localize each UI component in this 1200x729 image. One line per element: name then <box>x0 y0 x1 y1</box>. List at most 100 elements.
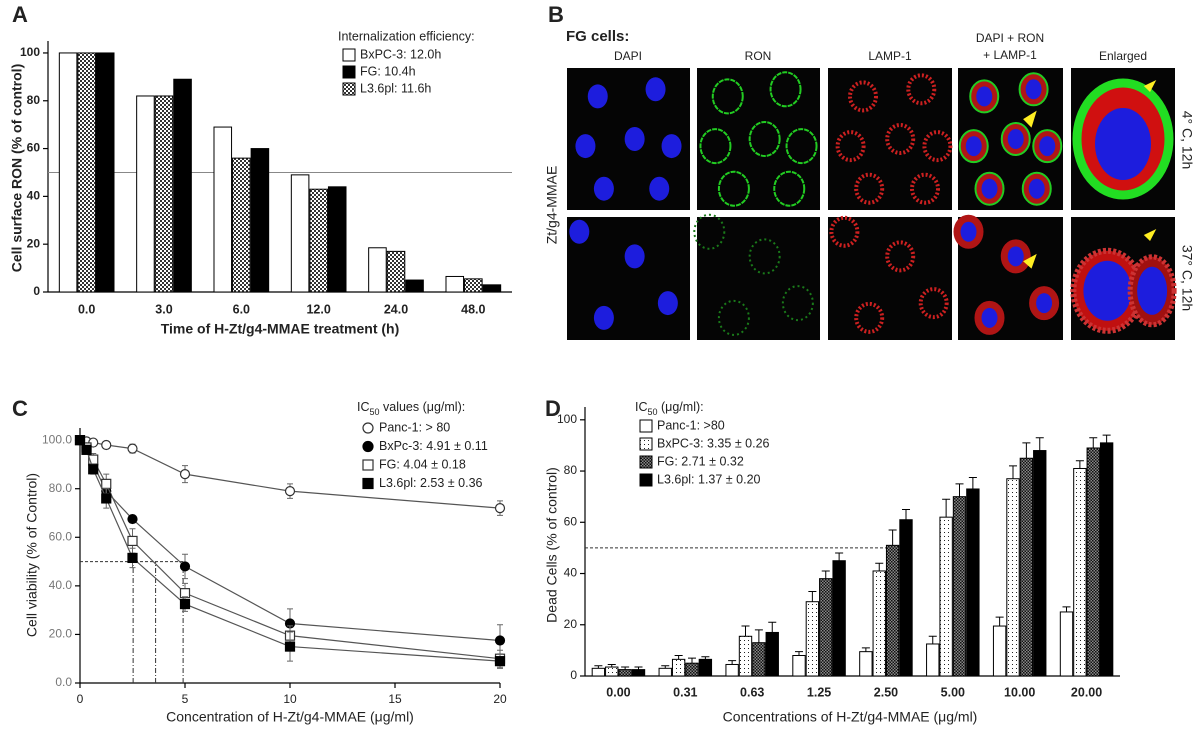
legend-marker <box>362 422 374 434</box>
legend-swatch <box>639 455 653 469</box>
marker <box>127 513 138 525</box>
y-tick-label: 80 <box>564 463 578 477</box>
ron-stain <box>717 299 750 336</box>
nucleus <box>1025 79 1042 100</box>
error-bar <box>741 625 750 637</box>
error-bar <box>1022 442 1031 459</box>
error-bar <box>955 483 964 497</box>
bar <box>939 516 953 677</box>
bar <box>685 662 699 677</box>
x-tick-label: 10 <box>283 692 297 706</box>
legend-label: BxPC-3: 3.35 ± 0.26 <box>657 436 770 450</box>
lamp-stain <box>885 240 916 273</box>
arrow <box>1143 80 1157 92</box>
x-tick-label: 0 <box>77 692 84 706</box>
legend-marker <box>362 440 374 453</box>
lamp-stain <box>829 215 860 248</box>
bar <box>859 651 873 677</box>
marker <box>127 535 138 547</box>
legend-label: BxPc-3: 4.91 ± 0.11 <box>379 439 488 453</box>
nucleus <box>1007 246 1024 267</box>
legend-swatch <box>639 473 653 487</box>
nucleus <box>981 178 998 199</box>
nucleus <box>657 291 678 316</box>
y-tick-label: 40 <box>564 566 578 580</box>
arrow <box>1023 253 1037 269</box>
error-bar <box>674 655 683 660</box>
nucleus <box>965 136 982 157</box>
legend-label: L3.6pl: 11.6h <box>360 81 431 95</box>
bar <box>77 52 96 293</box>
panel-letter: D <box>545 396 561 421</box>
y-tick-label: 60.0 <box>49 529 73 543</box>
marker <box>284 486 296 497</box>
nucleus <box>593 305 614 330</box>
panel-letter: A <box>12 2 28 27</box>
lamp-stain <box>854 172 885 205</box>
x-tick-label: 20 <box>493 692 507 706</box>
x-tick-label: 24.0 <box>384 302 408 316</box>
nucleus <box>1028 178 1045 199</box>
bar <box>832 560 846 677</box>
nucleus <box>624 244 645 269</box>
error-bar <box>861 647 870 652</box>
y-tick-label: 60 <box>27 141 41 155</box>
bar <box>671 658 686 677</box>
marker <box>494 635 506 646</box>
bar <box>1059 611 1074 677</box>
y-tick-label: 20 <box>27 236 41 250</box>
bar <box>591 667 606 677</box>
lamp-stain <box>918 287 949 320</box>
y-tick-label: 40.0 <box>49 578 73 592</box>
x-tick-label: 5.00 <box>941 685 965 699</box>
nucleus <box>1083 260 1132 321</box>
legend-label: L3.6pl: 1.37 ± 0.20 <box>657 472 761 486</box>
error-bar <box>808 590 817 602</box>
marker <box>74 435 86 446</box>
marker <box>101 493 112 504</box>
bar <box>1033 450 1047 677</box>
error-bar <box>661 665 670 669</box>
marker <box>284 641 296 652</box>
bar <box>154 95 174 293</box>
column-label: Enlarged <box>1099 49 1147 63</box>
error-bar <box>1062 606 1071 612</box>
nucleus <box>624 127 645 151</box>
x-tick-label: 15 <box>388 692 402 706</box>
legend-swatch <box>639 437 653 451</box>
column-label: RON <box>745 49 772 63</box>
bar <box>173 78 192 293</box>
nucleus <box>593 176 614 201</box>
error-bar <box>1008 465 1018 479</box>
bar <box>445 275 465 293</box>
x-tick-label: 0.00 <box>606 685 630 699</box>
bar <box>605 666 619 677</box>
lamp-stain <box>835 130 866 163</box>
error-bar <box>835 552 844 561</box>
bar <box>405 279 424 293</box>
y-tick-label: 40 <box>27 189 41 203</box>
y-tick-label: 100 <box>20 45 40 59</box>
legend-label: L3.6pl: 2.53 ± 0.36 <box>379 476 483 490</box>
marker <box>179 598 191 610</box>
nucleus <box>1095 108 1151 180</box>
error-bar <box>701 656 710 660</box>
error-bar <box>607 663 616 668</box>
marker <box>494 656 506 667</box>
ron-stain <box>748 238 781 275</box>
legend-label: FG: 10.4h <box>360 64 416 78</box>
bar <box>482 284 502 293</box>
row-label: 4° C, 12h <box>1179 111 1195 170</box>
error-bar <box>1075 460 1084 469</box>
y-tick-label: 0 <box>33 284 40 298</box>
bar <box>899 519 913 677</box>
error-bar <box>1089 437 1098 448</box>
marker <box>101 478 112 489</box>
error-bar <box>875 562 884 571</box>
x-tick-label: 20.00 <box>1071 685 1102 699</box>
nucleus <box>981 307 998 328</box>
ron-stain <box>717 170 750 207</box>
bar <box>386 250 406 293</box>
lamp-stain <box>848 80 878 113</box>
